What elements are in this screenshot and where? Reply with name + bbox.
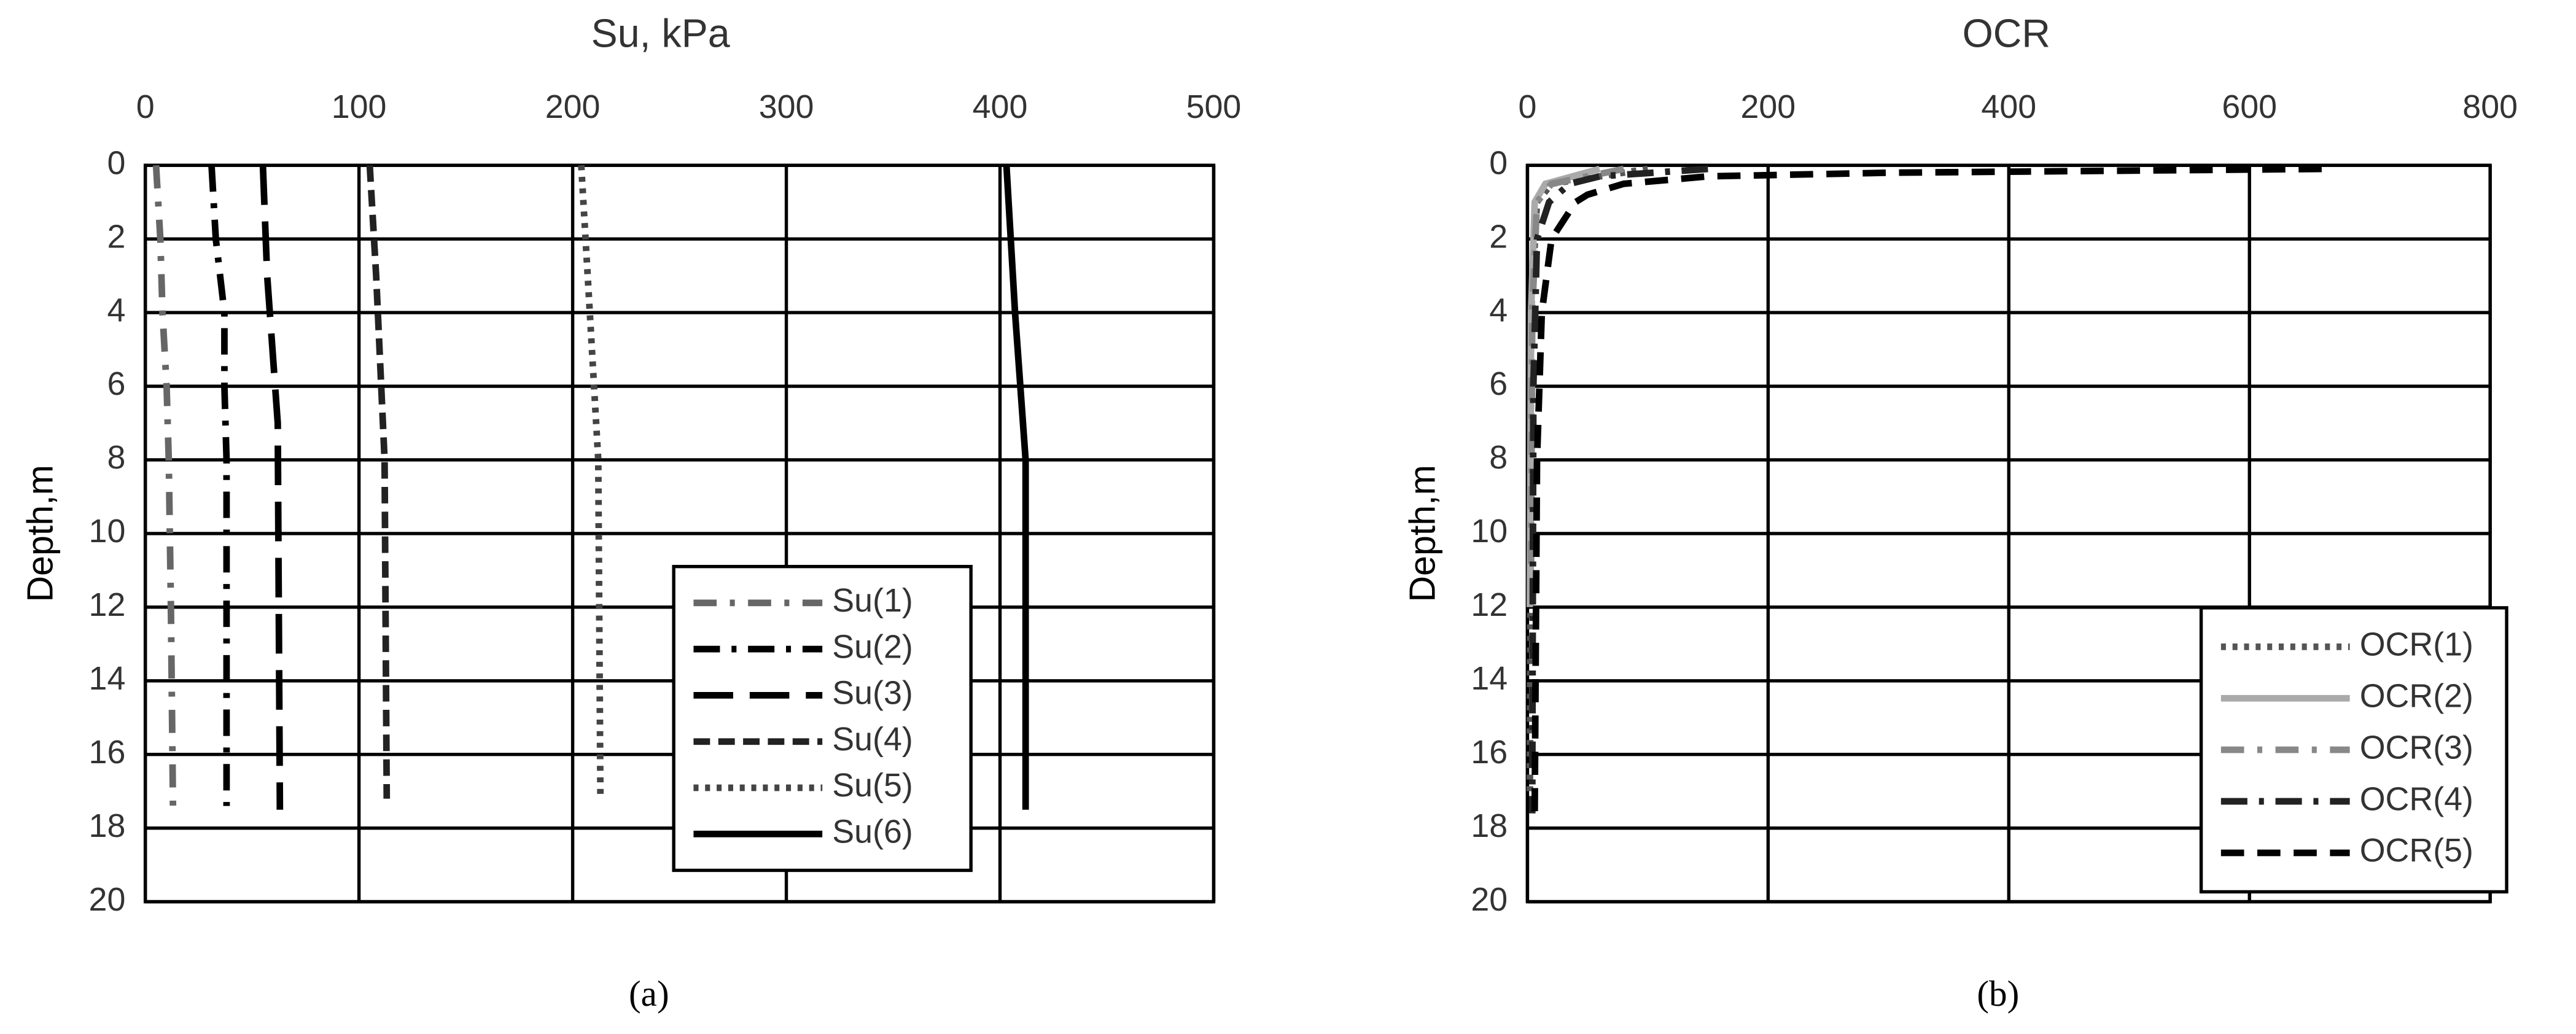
legend-label: Su(3) <box>832 675 912 712</box>
y-tick-label: 0 <box>1489 144 1508 181</box>
x-tick-label: 600 <box>2222 88 2277 125</box>
x-tick-label: 100 <box>332 88 387 125</box>
y-tick-label: 10 <box>1471 513 1508 550</box>
y-tick-label: 16 <box>89 734 126 771</box>
series-line <box>208 165 230 806</box>
legend-label: OCR(2) <box>2360 677 2473 714</box>
series-line <box>1527 165 1625 570</box>
legend-box <box>2199 606 2508 894</box>
legend-label: Su(6) <box>832 814 912 850</box>
y-tick-label: 2 <box>107 218 125 255</box>
legend-label: Su(2) <box>832 628 912 665</box>
x-tick-label: 400 <box>973 88 1028 125</box>
y-tick-label: 6 <box>1489 365 1508 402</box>
series-line <box>152 165 177 814</box>
y-tick-label: 2 <box>1489 218 1508 255</box>
series-line <box>1527 165 1601 607</box>
series-line <box>578 165 604 799</box>
x-tick-label: 0 <box>1518 88 1536 125</box>
legend-label: OCR(3) <box>2360 729 2473 766</box>
y-tick-label: 18 <box>89 807 126 844</box>
y-tick-label: 4 <box>1489 292 1508 328</box>
y-tick-label: 8 <box>107 439 125 476</box>
plot-frame <box>143 163 1216 904</box>
y-tick-label: 14 <box>1471 660 1508 697</box>
legend-label: Su(5) <box>832 767 912 804</box>
y-tick-label: 0 <box>107 144 125 181</box>
x-tick-label: 400 <box>1981 88 2036 125</box>
x-tick-label: 200 <box>545 88 601 125</box>
x-tick-label: 0 <box>136 88 155 125</box>
series-line <box>366 165 391 799</box>
y-tick-label: 20 <box>89 881 126 918</box>
x-tick-label: 300 <box>759 88 814 125</box>
chart-title: Su, kPa <box>591 12 730 56</box>
y-tick-label: 8 <box>1489 439 1508 476</box>
y-axis-label: Depth,m <box>1401 465 1442 602</box>
x-tick-label: 200 <box>1740 88 1796 125</box>
legend-label: Su(4) <box>832 721 912 758</box>
y-tick-label: 10 <box>89 513 126 550</box>
legend-label: Su(1) <box>832 582 912 619</box>
series-line <box>1531 165 2322 814</box>
chart-title: OCR <box>1963 12 2050 56</box>
series-line <box>1528 165 1708 814</box>
legend-label: OCR(5) <box>2360 832 2473 869</box>
y-tick-label: 18 <box>1471 807 1508 844</box>
legend-box <box>672 564 973 873</box>
y-tick-label: 12 <box>1471 586 1508 623</box>
y-tick-label: 14 <box>89 660 126 697</box>
y-tick-label: 6 <box>107 365 125 402</box>
series-line <box>1003 165 1029 810</box>
x-tick-label: 500 <box>1186 88 1242 125</box>
y-tick-label: 16 <box>1471 734 1508 771</box>
legend-label: OCR(4) <box>2360 780 2473 817</box>
series-line <box>259 165 284 810</box>
caption: (a) <box>629 973 669 1014</box>
legend-label: OCR(1) <box>2360 626 2473 663</box>
y-tick-label: 20 <box>1471 881 1508 918</box>
y-tick-label: 12 <box>89 586 126 623</box>
x-tick-label: 800 <box>2462 88 2518 125</box>
caption: (b) <box>1977 973 2019 1014</box>
y-axis-label: Depth,m <box>20 465 61 602</box>
y-tick-label: 4 <box>107 292 125 328</box>
